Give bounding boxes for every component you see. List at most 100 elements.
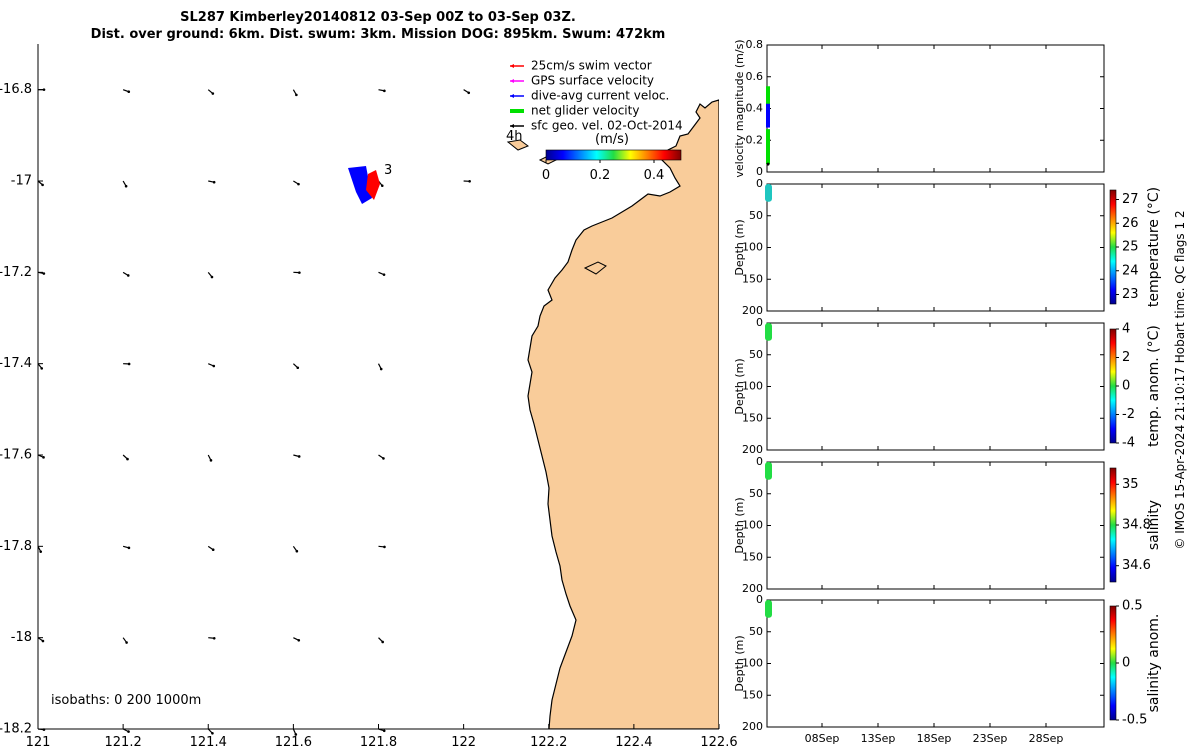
colorbar-bar: [1109, 189, 1117, 305]
ytick-label: 100: [742, 380, 763, 393]
colorbar-temp_anom: 4 2 0 -2 -4 temp. anom. (°C): [1109, 322, 1162, 451]
legend-label-net: net glider velocity: [531, 104, 639, 118]
panel-salinity: 0 50 100 150 200 Depth (m) 35 34.8 34.6 salinity: [733, 455, 1162, 595]
map-ytick-label: -18.2: [0, 722, 32, 737]
swim-vector-marker: [366, 170, 380, 200]
geo-velocity-arrowhead: [211, 548, 215, 552]
geo-velocity-arrowhead: [41, 639, 45, 643]
map-ytick-label: -17: [11, 174, 32, 189]
ytick-label: 50: [749, 209, 763, 222]
geo-velocity-arrowhead: [382, 273, 386, 276]
colorbar-tick-label: 34.6: [1122, 558, 1151, 573]
geo-velocity-arrowhead: [125, 641, 128, 644]
map-xtick-label: 121.4: [190, 735, 227, 750]
geo-velocity-arrowhead: [211, 732, 214, 735]
geo-velocity-arrowhead: [212, 364, 216, 368]
map-ytick-label: -16.8: [0, 82, 32, 97]
profile-marks: [765, 600, 772, 618]
legend-item-dive: dive-avg current veloc.: [510, 89, 669, 103]
geo-velocity-arrowhead: [382, 457, 385, 460]
ytick-label: 150: [742, 411, 763, 424]
geo-velocity-arrowhead: [209, 459, 213, 462]
colorbar-tick-label: -0.5: [1122, 713, 1147, 728]
ylabel: Depth (m): [733, 219, 746, 275]
geo-velocity-arrowhead: [295, 549, 299, 553]
map-colorbar-tick-label: 0.4: [644, 168, 665, 183]
profile-marks: [765, 323, 772, 341]
geo-velocity-arrowhead: [380, 184, 384, 187]
colorbar-label: temperature (°C): [1146, 187, 1162, 307]
legend-item-net: net glider velocity: [510, 104, 639, 118]
geo-velocity-arrowhead: [127, 546, 131, 550]
geo-velocity-arrowhead: [294, 733, 298, 736]
colorbar-bar: [1109, 467, 1117, 583]
geo-velocity-arrowhead: [126, 457, 129, 461]
map-colorbar-label: (m/s): [595, 132, 629, 147]
colorbar-tick-label: 26: [1122, 216, 1139, 231]
ytick-label: 150: [742, 550, 763, 563]
colorbar-label: salinity anom.: [1146, 614, 1162, 713]
geo-velocity-arrowhead: [42, 88, 46, 91]
xtick-label: 28Sep: [1029, 732, 1064, 745]
sfc-geo-velocity-field: [37, 88, 471, 736]
legend-label-dive: dive-avg current veloc.: [531, 89, 669, 103]
xtick-label: 18Sep: [917, 732, 952, 745]
colorbar-tick-label: 35: [1122, 477, 1139, 492]
map-ytick-label: -17.4: [0, 356, 32, 371]
map-colorbar-tick-label: 0.2: [590, 168, 611, 183]
geo-velocity-arrowhead: [127, 730, 130, 733]
colorbar-tick-label: 0.5: [1122, 599, 1143, 614]
colorbar-tick-label: 23: [1122, 287, 1139, 302]
panel-temp_anom: 0 50 100 150 200 Depth (m) 4 2 0 -2 -4 temp. anom. …: [733, 316, 1162, 456]
map-xtick-label: 121.2: [105, 735, 142, 750]
ytick-label: 50: [749, 348, 763, 361]
geo-velocity-arrowhead: [211, 92, 215, 95]
ytick-label: 200: [742, 720, 763, 733]
geo-velocity-arrowhead: [383, 545, 386, 549]
time-label: 4h: [506, 129, 523, 144]
ylabel: velocity magnitude (m/s): [733, 39, 746, 177]
ytick-label: 150: [742, 688, 763, 701]
chart-title-line1: SL287 Kimberley20140812 03-Sep 00Z to 03…: [180, 10, 576, 25]
geo-velocity-arrowhead: [42, 728, 46, 731]
profile-marks: [765, 462, 772, 480]
geo-velocity-arrowhead: [382, 729, 386, 733]
copyright-note: © IMOS 15-Apr-2024 21:10:17 Hobart time.…: [1173, 210, 1187, 549]
map-colorbar: [545, 149, 682, 161]
map-ytick-label: -17.8: [0, 539, 32, 554]
colorbar-tick-label: 4: [1122, 322, 1130, 337]
geo-velocity-arrowhead: [39, 550, 43, 553]
ylabel: Depth (m): [733, 358, 746, 414]
panel-frame: [766, 461, 1105, 590]
geo-velocity-arrowhead: [42, 272, 46, 275]
ytick-label: 0: [756, 455, 763, 468]
ylabel: Depth (m): [733, 635, 746, 691]
map-colorbar-tick-label: 0: [542, 168, 550, 183]
ytick-label: 100: [742, 519, 763, 532]
map-ytick-label: -17.6: [0, 448, 32, 463]
land-mass: [527, 99, 719, 729]
velocity-point: [766, 162, 770, 166]
colorbar-tick-label: -2: [1122, 407, 1135, 422]
colorbar-salinity: 35 34.8 34.6 salinity: [1109, 467, 1162, 583]
xtick-label: 13Sep: [861, 732, 896, 745]
track-label: 3: [384, 163, 392, 178]
ytick-label: 200: [742, 443, 763, 456]
ytick-label: 200: [742, 304, 763, 317]
ytick-label: 0: [756, 165, 763, 178]
geo-velocity-arrowhead: [381, 640, 384, 644]
panel-temperature: 0 50 100 150 200 Depth (m) 27 26 25 24 23 temperatu…: [733, 177, 1162, 317]
legend-item-sfc: sfc geo. vel. 02-Oct-2014: [510, 119, 683, 133]
chart-title-line2: Dist. over ground: 6km. Dist. swum: 3km.…: [91, 27, 666, 42]
panel-frame: [766, 599, 1105, 728]
isobaths-label: isobaths: 0 200 1000m: [51, 693, 201, 708]
ylabel: Depth (m): [733, 497, 746, 553]
colorbar-tick-label: 24: [1122, 263, 1139, 278]
ytick-label: 0.4: [746, 102, 764, 115]
geo-velocity-arrowhead: [297, 455, 301, 458]
map-xtick-label: 122.4: [615, 735, 652, 750]
time-axis: 08Sep 13Sep 18Sep 23Sep 28Sep: [805, 45, 1064, 745]
